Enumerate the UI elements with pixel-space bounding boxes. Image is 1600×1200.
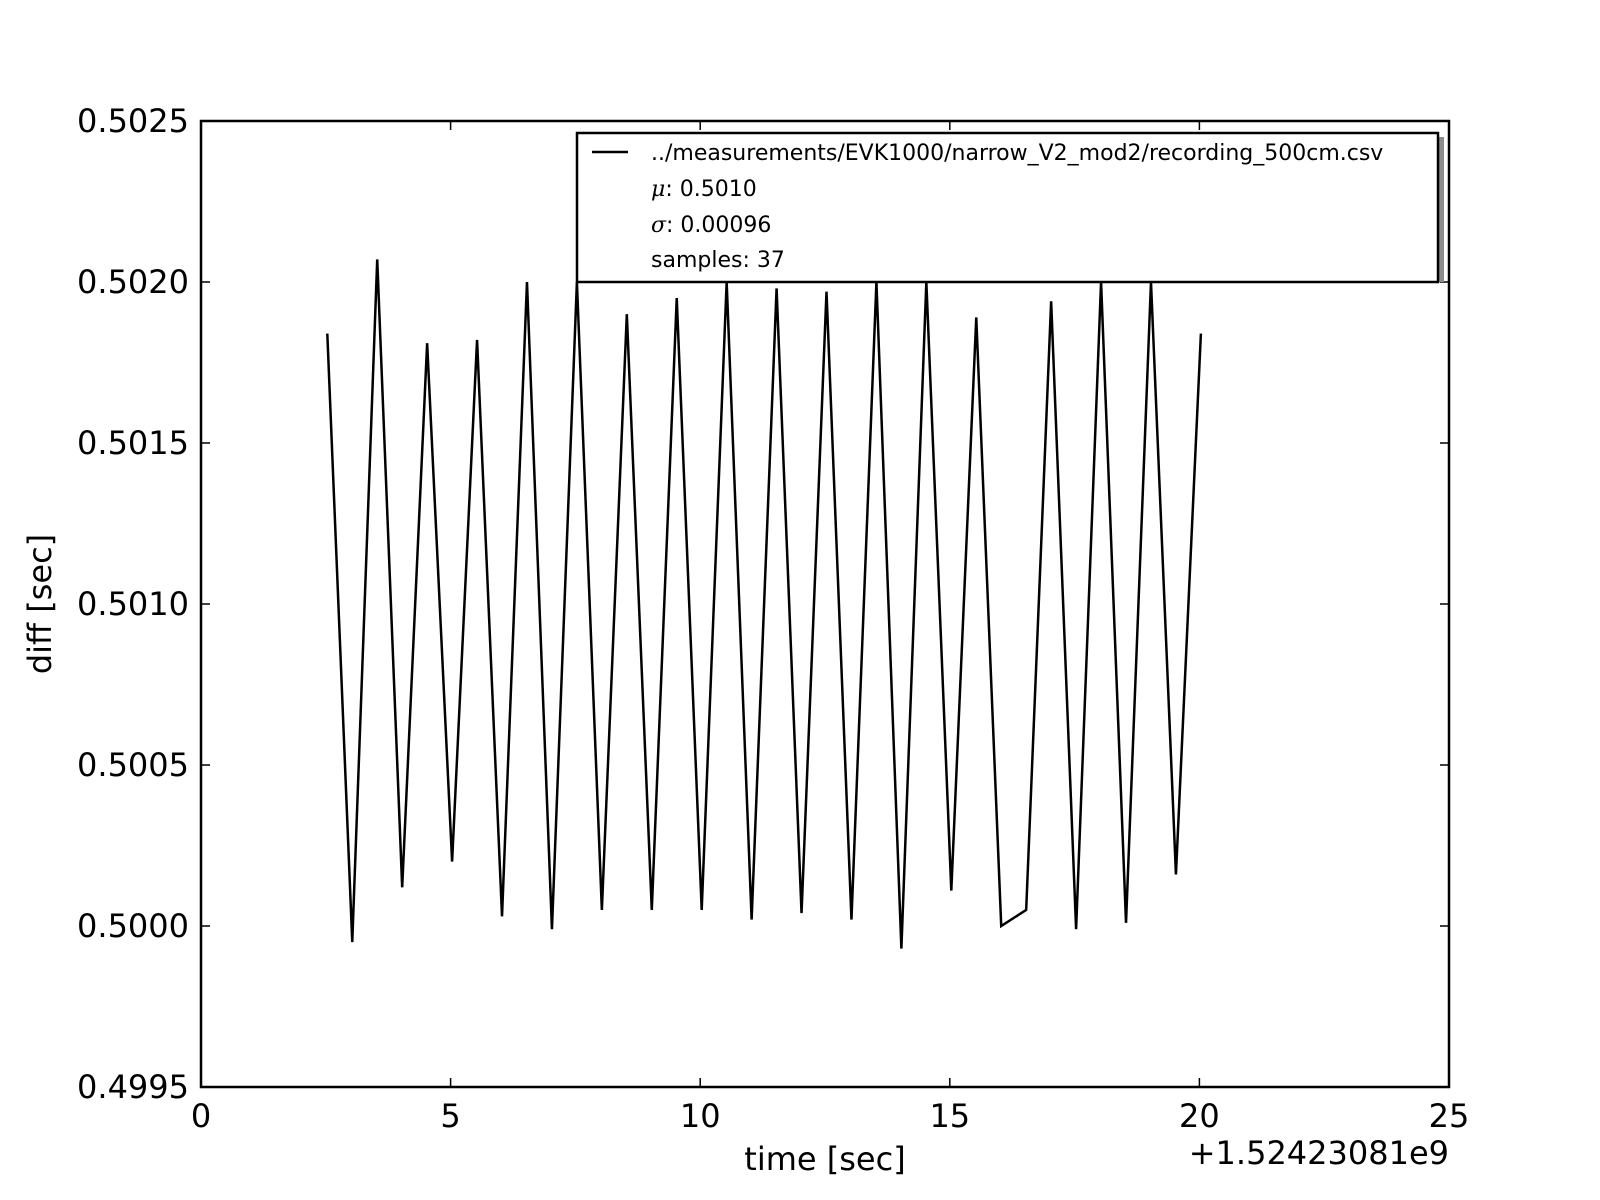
y-tick-label: 0.5025 (77, 102, 189, 140)
legend-series-name: ../measurements/EVK1000/narrow_V2_mod2/r… (651, 141, 1383, 166)
legend-sigma-value: : 0.00096 (666, 213, 771, 238)
legend: ../measurements/EVK1000/narrow_V2_mod2/r… (575, 131, 1444, 284)
x-axis-label: time [sec] (744, 1140, 905, 1178)
legend-sigma-symbol: σ (651, 213, 667, 238)
y-tick-label: 0.5010 (77, 585, 189, 623)
y-axis-label: diff [sec] (21, 534, 59, 674)
x-tick-label: 0 (191, 1097, 211, 1135)
y-tick-label: 0.5005 (77, 746, 189, 784)
y-tick-label: 0.5000 (77, 907, 189, 945)
y-tick-label: 0.5020 (77, 263, 189, 301)
x-tick-label: 15 (929, 1097, 970, 1135)
legend-sigma: σ: 0.00096 (651, 213, 771, 238)
x-tick-label: 20 (1179, 1097, 1220, 1135)
legend-mu-value: : 0.5010 (665, 177, 756, 202)
legend-box (575, 131, 1440, 284)
tick-labels: 0 5 10 15 20 25 0.4995 0.5000 0.5005 0.5010 0.5015… (77, 102, 1469, 1135)
y-tick-label: 0.5015 (77, 424, 189, 462)
x-axis-offset-label: +1.52423081e9 (1189, 1134, 1449, 1172)
legend-samples: samples: 37 (651, 248, 785, 273)
legend-mu: μ: 0.5010 (651, 177, 757, 202)
legend-mu-symbol: μ (651, 177, 665, 202)
axes-frame (199, 119, 1451, 1089)
series-line (326, 259, 1203, 949)
y-tick-label: 0.4995 (77, 1068, 189, 1106)
x-tick-label: 5 (440, 1097, 460, 1135)
x-tick-label: 25 (1429, 1097, 1470, 1135)
x-tick-label: 10 (680, 1097, 721, 1135)
